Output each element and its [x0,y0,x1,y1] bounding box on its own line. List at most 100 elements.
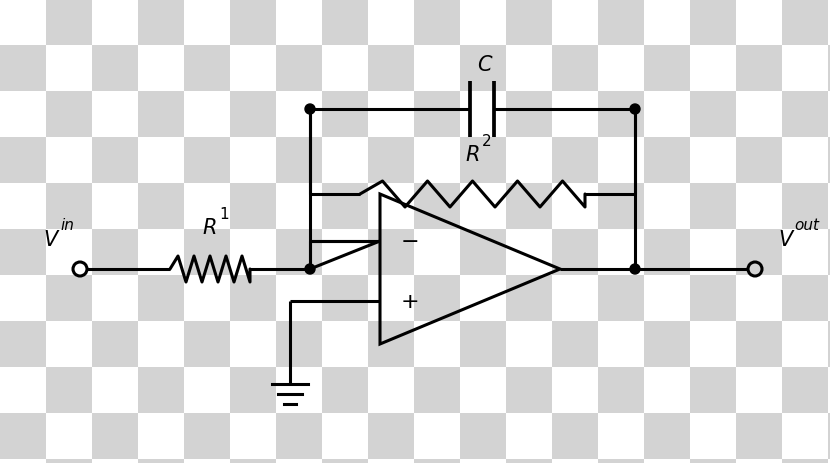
Bar [460,321,506,367]
Bar [828,459,830,463]
Bar [46,413,92,459]
Bar [230,0,276,46]
Bar [460,413,506,459]
Bar [92,321,138,367]
Bar [828,46,830,92]
Bar [644,92,690,138]
Bar [230,413,276,459]
Bar [46,459,92,463]
Bar [230,275,276,321]
Bar [598,92,644,138]
Bar [644,413,690,459]
Bar [506,92,552,138]
Bar [322,275,368,321]
Bar [92,92,138,138]
Bar [46,321,92,367]
Bar [552,230,598,275]
Bar [736,138,782,184]
Bar [690,367,736,413]
Bar [782,321,828,367]
Bar [460,230,506,275]
Bar [736,184,782,230]
Bar [644,230,690,275]
Bar [322,230,368,275]
Bar [276,92,322,138]
Bar [690,230,736,275]
Bar [414,321,460,367]
Bar [0,321,46,367]
Bar [184,0,230,46]
Bar [552,46,598,92]
Bar [414,275,460,321]
Bar [368,0,414,46]
Bar [230,321,276,367]
Bar [276,230,322,275]
Bar [138,0,184,46]
Bar [184,413,230,459]
Bar [552,92,598,138]
Text: 2: 2 [481,133,491,148]
Bar [46,184,92,230]
Bar [0,459,46,463]
Bar [736,275,782,321]
Bar [736,413,782,459]
Bar [92,46,138,92]
Bar [644,275,690,321]
Bar [598,0,644,46]
Bar [828,0,830,46]
Bar [828,230,830,275]
Bar [690,184,736,230]
Bar [598,321,644,367]
Bar [414,367,460,413]
Bar [368,184,414,230]
Bar [46,92,92,138]
Bar [598,413,644,459]
Bar [782,46,828,92]
Bar [368,92,414,138]
Bar [736,46,782,92]
Bar [460,0,506,46]
Bar [92,275,138,321]
Bar [506,413,552,459]
Bar [276,413,322,459]
Bar [322,459,368,463]
Bar [828,367,830,413]
Bar [414,138,460,184]
Bar [138,367,184,413]
Bar [368,321,414,367]
Bar [0,92,46,138]
Bar [644,184,690,230]
Bar [0,230,46,275]
Bar [506,46,552,92]
Bar [644,459,690,463]
Bar [230,46,276,92]
Bar [598,275,644,321]
Bar [414,459,460,463]
Text: out: out [794,218,819,233]
Bar [368,367,414,413]
Bar [138,230,184,275]
Bar [598,230,644,275]
Bar [644,0,690,46]
Bar [322,184,368,230]
Bar [276,275,322,321]
Bar [276,184,322,230]
Text: −: − [401,232,419,251]
Bar [598,138,644,184]
Bar [736,0,782,46]
Bar [414,92,460,138]
Bar [184,275,230,321]
Bar [184,92,230,138]
Bar [230,138,276,184]
Bar [92,0,138,46]
Bar [138,459,184,463]
Bar [782,275,828,321]
Bar [552,184,598,230]
Bar [828,138,830,184]
Bar [322,413,368,459]
Circle shape [630,264,640,275]
Bar [736,92,782,138]
Bar [414,230,460,275]
Bar [690,459,736,463]
Bar [506,230,552,275]
